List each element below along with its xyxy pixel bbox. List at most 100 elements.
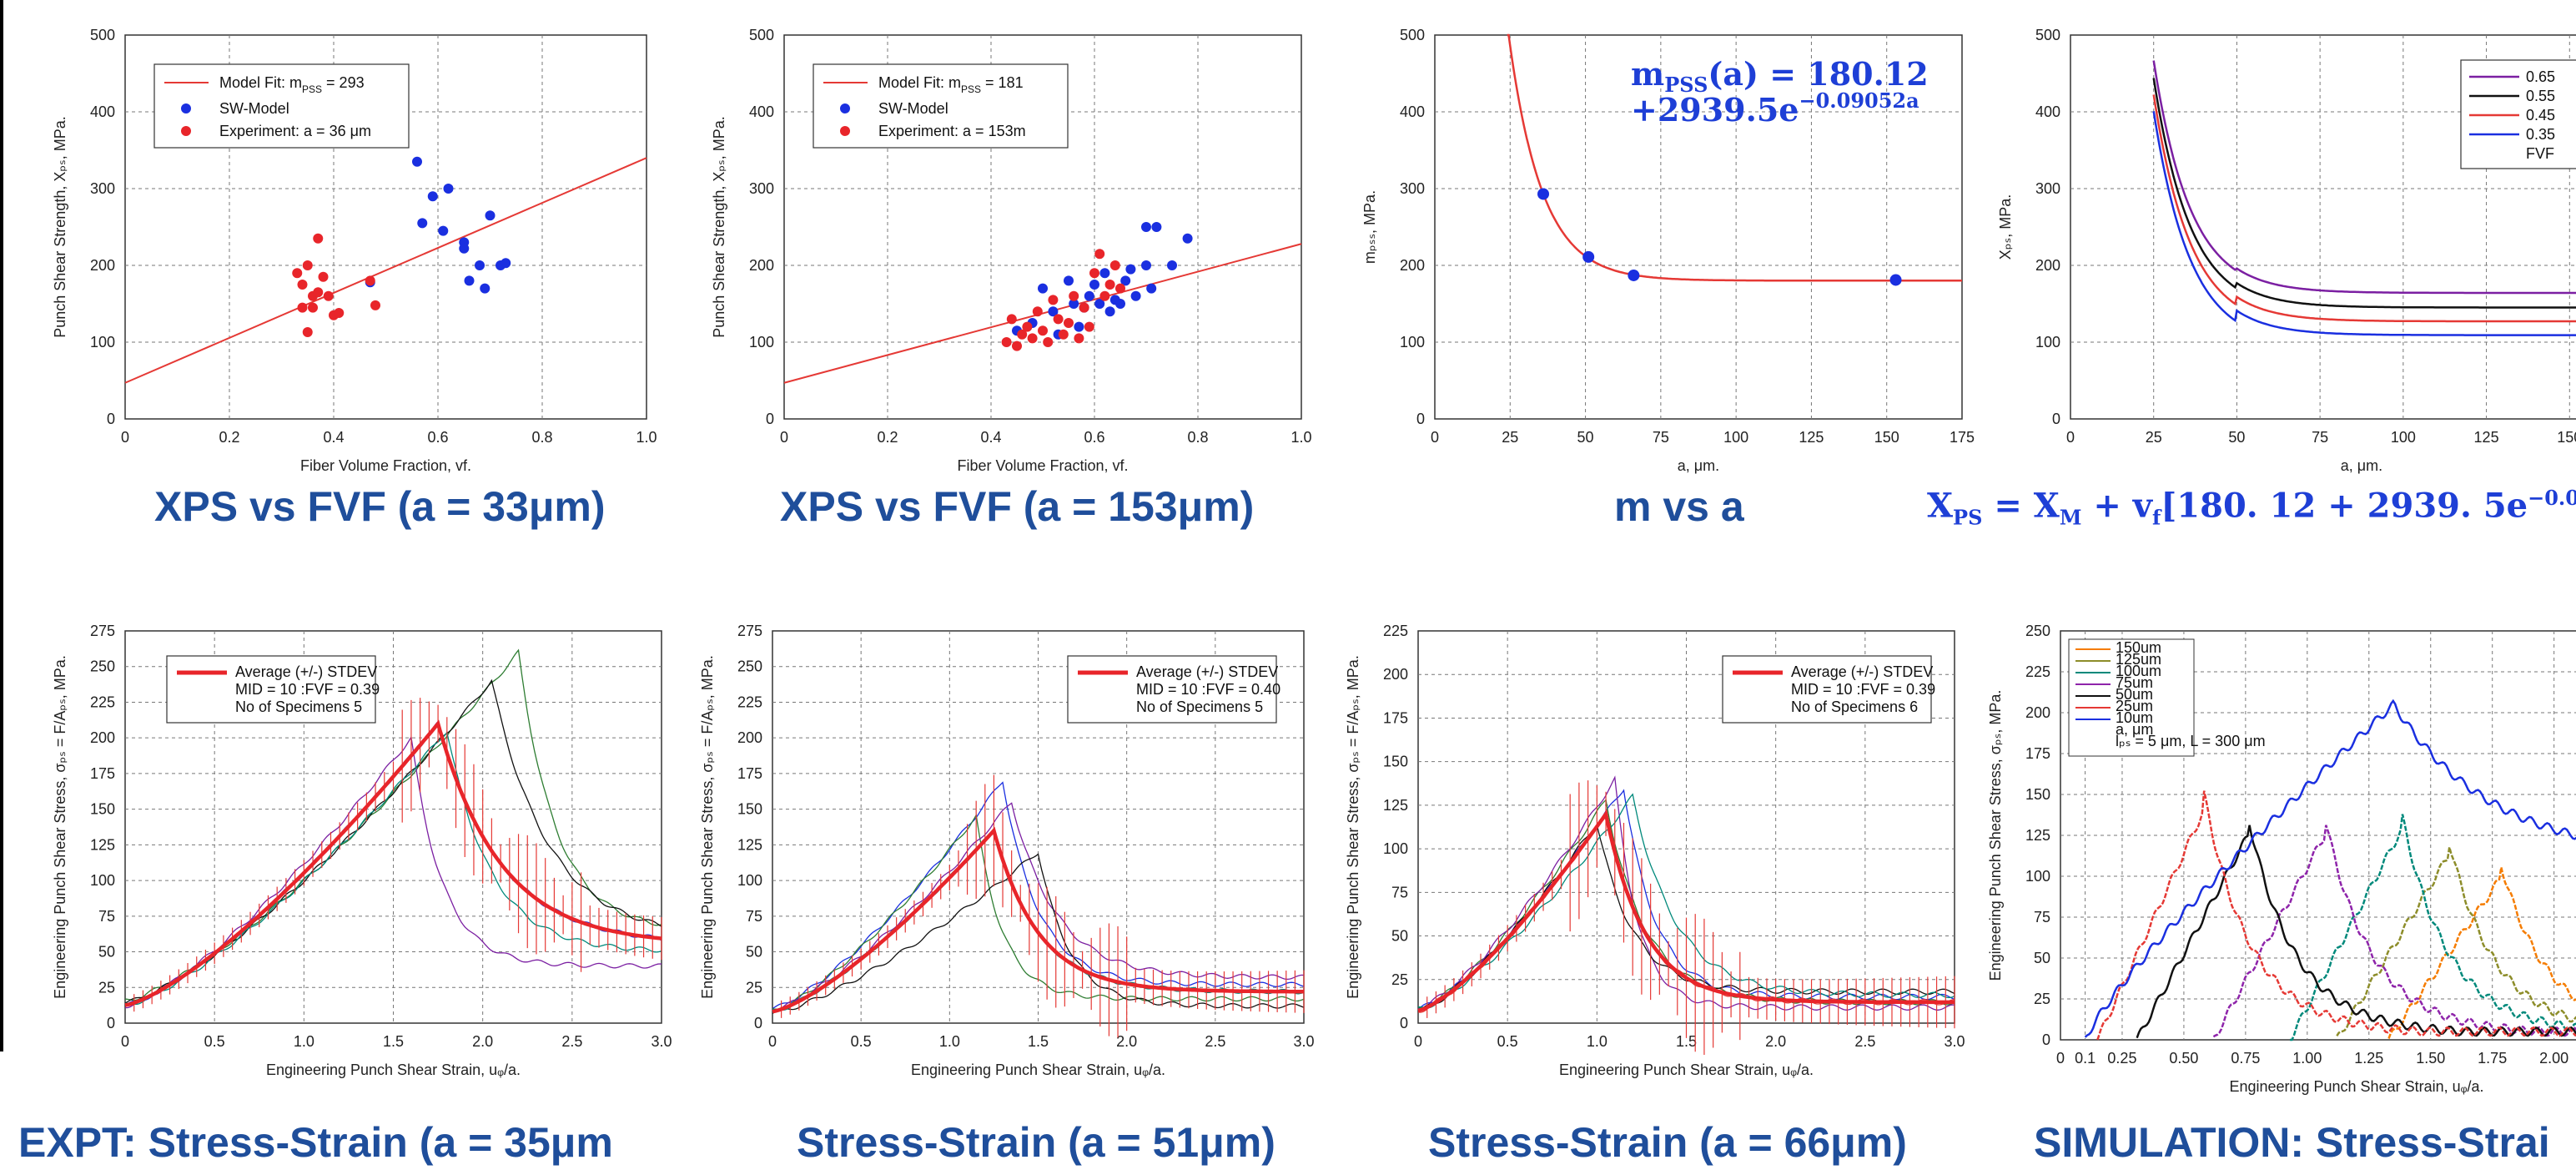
chart-expt-stress-strain: 0 0.5 1.0 1.5 2.0 2.5 3.0 0 25 50 75 100 125 150 175 20…: [0, 609, 672, 1093]
data-point: [1141, 222, 1151, 232]
chart-stress-strain-66: 0 0.5 1.0 1.5 2.0 2.5 3.0 0 25 50 75 100 125 150 175 20…: [1318, 609, 1969, 1093]
y-tick-label: 50: [98, 944, 115, 961]
x-tick-label: 2.00: [2539, 1050, 2568, 1067]
y-tick-label: 125: [90, 836, 115, 853]
y-tick-label: 0: [107, 411, 115, 427]
x-tick-label: 0: [121, 1033, 129, 1050]
data-point: [1001, 337, 1012, 347]
y-tick-label: 100: [737, 872, 762, 889]
y-tick-label: 500: [1400, 27, 1425, 43]
x-tick-label: 1.0: [939, 1033, 960, 1050]
y-tick-label: 100: [90, 334, 115, 350]
data-point: [1130, 290, 1141, 301]
x-tick-label: 1.0: [1587, 1033, 1607, 1050]
data-point: [1084, 290, 1094, 301]
caption-simulation-stress-strain: SIMULATION: Stress-Strai: [2034, 1119, 2550, 1166]
average-curve: [124, 719, 662, 1007]
x-tick-label: 25: [2146, 429, 2162, 446]
y-tick-label: 175: [1383, 709, 1408, 726]
y-tick-label: 500: [749, 27, 774, 43]
y-tick-label: 0: [754, 1015, 762, 1031]
x-tick-label: 0.5: [204, 1033, 225, 1050]
legend-note: lₚₛ = 5 μm, L = 300 μm: [2116, 733, 2266, 749]
x-tick-label: 25: [1502, 429, 1518, 446]
simulation-curve: [2096, 790, 2576, 1041]
data-point: [1069, 290, 1079, 301]
x-tick-label: 1.5: [1676, 1033, 1697, 1050]
x-tick-label: 3.0: [651, 1033, 672, 1050]
data-point: [464, 275, 475, 286]
left-border-line: [0, 0, 3, 1051]
data-point: [1017, 329, 1028, 340]
plot-area: [1434, 34, 1963, 420]
data-point: [1064, 275, 1074, 286]
simulation-curve: [2212, 825, 2576, 1038]
legend-label: 100um: [2116, 663, 2161, 679]
legend-label-mid: MID = 10 :FVF = 0.40: [1136, 681, 1280, 698]
legend-label-expt: Experiment: a = 36 μm: [219, 123, 371, 139]
x-tick-label: 0: [1414, 1033, 1422, 1050]
y-tick-label: 175: [90, 765, 115, 782]
x-tick-label: 0.2: [219, 429, 239, 446]
average-curve: [1417, 809, 1955, 1013]
data-point: [297, 280, 308, 290]
caption-stress-strain-66: Stress-Strain (a = 66μm): [1428, 1119, 1907, 1166]
data-point: [1115, 283, 1125, 294]
data-point: [1182, 233, 1193, 244]
data-point: [1628, 269, 1640, 281]
data-point: [302, 260, 313, 270]
legend-label: 10um: [2116, 709, 2153, 726]
simulation-curve: [2387, 867, 2576, 1039]
y-tick-label: 0: [107, 1015, 115, 1031]
legend-label-average: Average (+/-) STDEV: [1791, 663, 1933, 680]
data-point: [1053, 314, 1064, 325]
data-point: [1012, 340, 1022, 351]
data-point: [323, 290, 334, 301]
xps-equation: XPS = XM + vf[180. 12 + 2939. 5e−0.09052: [1927, 486, 2576, 529]
average-curve: [772, 826, 1304, 1014]
data-point: [1125, 264, 1136, 275]
data-point: [1038, 283, 1048, 294]
data-point: [313, 233, 324, 244]
y-tick-label: 225: [1383, 623, 1408, 639]
legend-box: [1067, 655, 1277, 724]
y-tick-label: 150: [1383, 754, 1408, 770]
chart-stress-strain-51: 0 0.5 1.0 1.5 2.0 2.5 3.0 0 25 50 75 100 125 150 175 20…: [651, 609, 1318, 1093]
data-point: [1058, 329, 1069, 340]
y-tick-label: 400: [749, 103, 774, 120]
data-point: [1104, 280, 1115, 290]
legend-label-average: Average (+/-) STDEV: [235, 663, 377, 680]
x-tick-label: 75: [1653, 429, 1669, 446]
y-tick-label: 200: [2025, 704, 2050, 721]
data-point: [313, 287, 324, 298]
x-tick-label: 0.2: [877, 429, 898, 446]
chart-svg-6: 0 0.5 1.0 1.5 2.0 2.5 3.0 0 25 50 75 100 125 150 175 20…: [1345, 623, 1965, 1078]
x-axis-label: Engineering Punch Shear Strain, uᵩ/a.: [1559, 1062, 1814, 1078]
data-point: [412, 156, 422, 167]
data-point: [297, 302, 308, 313]
x-tick-label: 2.5: [561, 1033, 582, 1050]
data-point: [1537, 188, 1550, 200]
x-tick-label: 0: [1431, 429, 1439, 446]
y-tick-label: 500: [2035, 27, 2060, 43]
data-point: [1089, 268, 1099, 279]
x-tick-label: 1.5: [383, 1033, 404, 1050]
xps-eq-eq: = X: [1982, 486, 2060, 526]
chart-svg-3: 0 25 50 75 100 125 150 0 100 200 300 400 500 a, μm. Xₚ…: [1997, 27, 2576, 474]
legend-label: 50um: [2116, 686, 2153, 703]
data-point: [1079, 302, 1089, 313]
x-tick-label: 1.50: [2416, 1050, 2445, 1067]
x-axis-label: Engineering Punch Shear Strain, uᵩ/a.: [2229, 1078, 2483, 1095]
y-tick-label: 0: [1416, 411, 1425, 427]
y-tick-label: 500: [90, 27, 115, 43]
legend-label-fit: Model Fit: mPSS = 181: [878, 74, 1024, 95]
y-tick-label: 50: [1391, 928, 1408, 945]
legend-label: 0.65: [2526, 68, 2555, 85]
data-point: [1043, 337, 1054, 347]
x-tick-label: 0.6: [427, 429, 448, 446]
y-tick-label: 300: [749, 180, 774, 197]
legend-label-count: No of Specimens 5: [235, 698, 362, 715]
legend-marker-expt: [181, 126, 191, 136]
x-axis-label: Fiber Volume Fraction, vf.: [300, 457, 471, 474]
data-point: [1099, 290, 1110, 301]
